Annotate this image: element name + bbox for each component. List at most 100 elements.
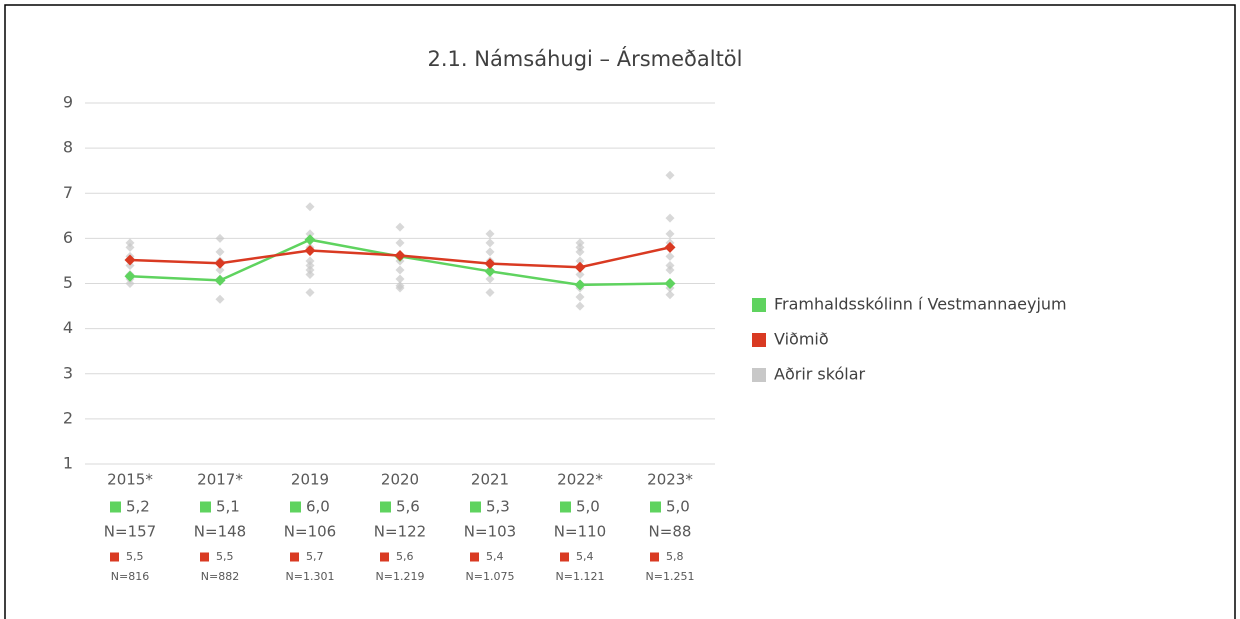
series-point [304,245,316,257]
label-swatch [470,552,479,562]
x-tick-label: 2023* [647,471,693,489]
y-tick-label: 8 [63,138,73,157]
n-label: N=122 [374,523,426,541]
value-label: 6,0 [306,498,330,516]
label-swatch [560,552,569,562]
other-school-point [215,294,225,304]
other-school-point [395,283,405,293]
other-school-point [305,202,315,212]
other-school-point [575,292,585,302]
value-label: 5,5 [126,550,144,563]
series-point [304,234,316,246]
other-school-point [665,260,675,270]
other-school-point [305,288,315,298]
label-swatch [560,501,571,513]
label-swatch [380,501,391,513]
y-tick-label: 9 [63,93,73,112]
label-swatch [470,501,481,513]
other-school-point [485,288,495,298]
frame [4,4,1236,619]
n-label: N=110 [554,523,606,541]
legend-swatch [752,333,766,347]
other-school-point [575,301,585,311]
series-point [214,274,226,286]
x-tick-label: 2017* [197,471,243,489]
other-school-point [125,242,135,252]
value-label: 5,5 [216,550,234,563]
series-point [574,279,586,291]
other-school-point [395,274,405,284]
value-label: 5,4 [576,550,594,563]
x-tick-label: 2015* [107,471,153,489]
label-swatch [110,552,119,562]
y-tick-label: 7 [63,183,73,202]
series-point [574,261,586,273]
y-tick-label: 2 [63,408,73,427]
y-tick-label: 4 [63,318,73,337]
n-label: N=148 [194,523,246,541]
other-school-point [575,256,585,266]
series-point [664,278,676,289]
legend-label: Framhaldsskólinn í Vestmannaeyjum [774,295,1067,314]
other-school-point [665,265,675,275]
value-label: 5,4 [486,550,504,563]
legend-label: Aðrir skólar [774,365,865,384]
other-school-point [575,247,585,257]
y-tick-label: 1 [63,454,73,473]
n-label: N=1.121 [556,570,605,583]
label-swatch [200,552,209,562]
y-tick-label: 5 [63,273,73,292]
n-label: N=1.301 [286,570,335,583]
series-point [484,258,496,270]
y-tick-label: 3 [63,363,73,382]
x-tick-label: 2019 [291,471,329,489]
other-school-point [305,265,315,275]
other-school-point [305,229,315,239]
series-point [664,241,676,253]
label-swatch [110,501,121,513]
n-label: N=106 [284,523,336,541]
n-label: N=816 [111,570,149,583]
value-label: 5,0 [576,498,600,516]
label-swatch [380,552,389,562]
other-school-point [305,260,315,270]
other-school-point [665,290,675,300]
other-school-point [305,256,315,266]
other-school-point [575,238,585,248]
x-tick-label: 2021 [471,471,509,489]
legend-swatch [752,368,766,382]
other-school-point [665,229,675,239]
y-tick-label: 6 [63,228,73,247]
other-school-point [215,247,225,257]
n-label: N=157 [104,523,156,541]
value-label: 5,3 [486,498,510,516]
label-swatch [650,501,661,513]
value-label: 5,1 [216,498,240,516]
label-swatch [650,552,659,562]
legend-swatch [752,298,766,312]
n-label: N=1.075 [466,570,515,583]
value-label: 5,2 [126,498,150,516]
legend-label: Viðmið [774,330,829,349]
series-point [214,257,226,269]
n-label: N=88 [649,523,692,541]
n-label: N=103 [464,523,516,541]
value-label: 5,8 [666,550,684,563]
other-school-point [125,238,135,248]
other-school-point [485,238,495,248]
other-school-point [395,265,405,275]
other-school-point [395,222,405,232]
other-school-point [485,247,495,257]
other-school-point [485,229,495,239]
n-label: N=1.219 [376,570,425,583]
other-school-point [125,279,135,288]
other-school-point [665,213,675,223]
other-school-point [215,265,225,275]
other-school-point [665,170,675,180]
value-label: 5,7 [306,550,324,563]
label-swatch [200,501,211,513]
series-point [124,270,136,282]
value-label: 5,6 [396,498,420,516]
series-point [394,250,406,262]
value-label: 5,6 [396,550,414,563]
